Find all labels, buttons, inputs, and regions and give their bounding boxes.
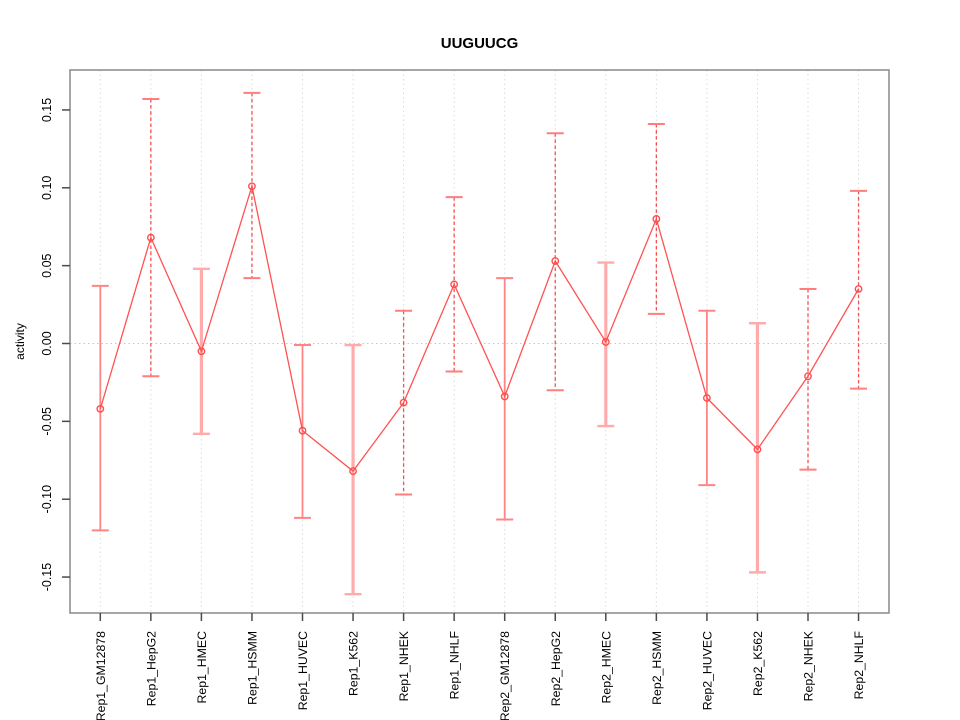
y-tick-label: 0.15 [40, 98, 54, 122]
data-point-marker [804, 372, 812, 381]
x-tick-label: Rep1_HSMM [245, 631, 259, 705]
x-tick-label: Rep1_GM12878 [94, 631, 108, 720]
data-point-marker [450, 280, 459, 289]
x-tick-label: Rep1_K562 [347, 631, 361, 696]
y-tick-label: -0.15 [40, 563, 54, 592]
x-tick-label: Rep1_HMEC [195, 631, 209, 704]
x-tick-label: Rep2_GM12878 [498, 631, 512, 720]
data-point-marker [349, 467, 357, 476]
x-tick-label: Rep2_HepG2 [549, 631, 563, 706]
y-tick-label: 0.10 [40, 176, 54, 200]
data-point-marker [500, 392, 509, 401]
y-tick-label: 0.05 [40, 253, 54, 277]
data-point-marker [399, 398, 408, 407]
y-tick-label: -0.10 [40, 485, 54, 514]
x-tick-label: Rep2_NHLF [852, 631, 866, 700]
data-point-marker [601, 338, 610, 346]
data-point-marker [146, 233, 155, 242]
data-point-marker [96, 404, 105, 413]
x-tick-label: Rep2_HUVEC [700, 631, 714, 710]
data-point-marker [854, 285, 863, 293]
x-tick-label: Rep2_K562 [751, 631, 765, 696]
x-tick-label: Rep2_HSMM [650, 631, 664, 705]
plot-frame [69, 69, 890, 614]
data-point-marker [197, 347, 206, 356]
x-tick-label: Rep2_NHEK [802, 630, 816, 701]
data-point-marker [551, 257, 560, 265]
x-tick-label: Rep1_NHLF [448, 631, 462, 700]
data-point-marker [298, 426, 307, 435]
x-tick-label: Rep1_HepG2 [144, 631, 158, 706]
x-tick-label: Rep1_HUVEC [296, 631, 310, 710]
data-point-marker [652, 215, 661, 223]
y-axis-label: activity [13, 323, 27, 360]
data-point-marker [703, 394, 711, 402]
chart-title: UUGUUCG [441, 35, 519, 52]
y-tick-label: -0.05 [40, 407, 54, 436]
y-tick-label: 0.00 [40, 331, 54, 355]
x-tick-label: Rep1_NHEK [397, 630, 411, 701]
x-tick-label: Rep2_HMEC [599, 631, 613, 704]
data-series-line [99, 186, 860, 473]
data-point-marker [248, 182, 256, 191]
data-point-marker [753, 445, 762, 454]
